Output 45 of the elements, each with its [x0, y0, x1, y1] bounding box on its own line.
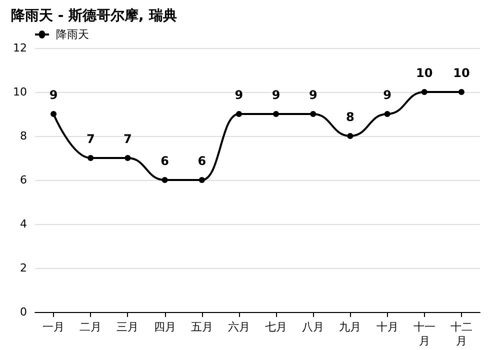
- data-label: 9: [308, 88, 318, 102]
- point: [384, 111, 390, 117]
- y-tick-label: 10: [13, 86, 27, 98]
- data-label: 6: [198, 154, 206, 168]
- x-tick-label: 十月: [376, 320, 398, 334]
- data-label: 10: [416, 66, 433, 80]
- x-tick-label: 一月: [42, 320, 65, 334]
- data-label: 8: [346, 110, 354, 124]
- data-label: 9: [383, 88, 392, 102]
- x-tick-label: 九月: [339, 320, 362, 334]
- data-label: 9: [234, 88, 244, 102]
- legend-label: 降雨天: [56, 28, 89, 41]
- point: [310, 111, 316, 117]
- data-label: 10: [453, 66, 470, 80]
- data-label: 6: [160, 154, 169, 168]
- point: [162, 177, 168, 183]
- chart-title: 降雨天 - 斯德哥尔摩, 瑞典: [11, 7, 177, 24]
- point: [458, 89, 464, 95]
- point: [88, 155, 94, 161]
- data-label: 7: [86, 132, 95, 146]
- point: [198, 177, 205, 183]
- x-tick-label: 六月: [228, 320, 250, 334]
- point: [50, 111, 57, 117]
- data-label: 9: [49, 88, 58, 102]
- x-tick-label: 二月: [80, 320, 102, 334]
- point: [236, 111, 242, 117]
- y-tick-label: 12: [13, 42, 27, 54]
- y-tick-label: 4: [20, 218, 27, 230]
- y-tick-label: 6: [20, 174, 27, 186]
- x-tick-label: 七月: [265, 320, 288, 334]
- point: [421, 89, 428, 95]
- data-label: 7: [124, 132, 132, 146]
- y-tick-label: 0: [20, 306, 27, 318]
- x-tick-label: 五月: [190, 320, 213, 334]
- point: [273, 111, 280, 117]
- y-tick-label: 2: [20, 262, 27, 274]
- point: [347, 133, 354, 139]
- x-tick-label: 十一月: [413, 320, 436, 348]
- x-tick-label: 八月: [302, 320, 324, 334]
- data-label: 9: [272, 88, 280, 102]
- x-tick-label: 四月: [154, 320, 176, 334]
- x-tick-label: 十二月: [450, 320, 472, 348]
- y-tick-label: 8: [20, 130, 27, 142]
- point: [124, 155, 131, 161]
- x-tick-label: 三月: [116, 320, 139, 334]
